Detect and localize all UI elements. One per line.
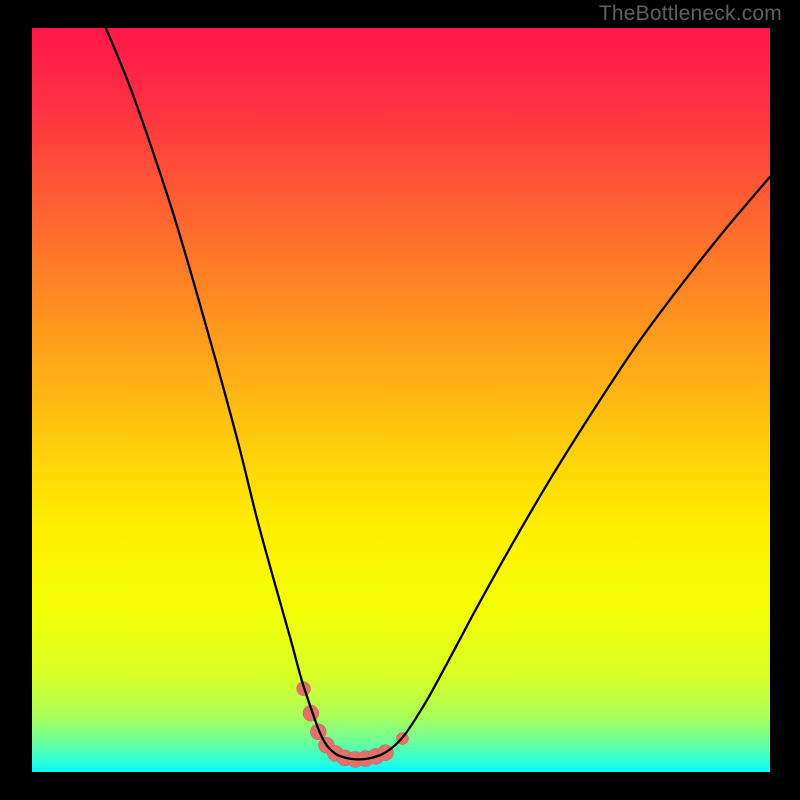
watermark-text: TheBottleneck.com [599,2,782,26]
gradient-background [32,28,770,772]
chart-container: TheBottleneck.com [0,0,800,800]
bottleneck-chart-svg [0,0,800,800]
